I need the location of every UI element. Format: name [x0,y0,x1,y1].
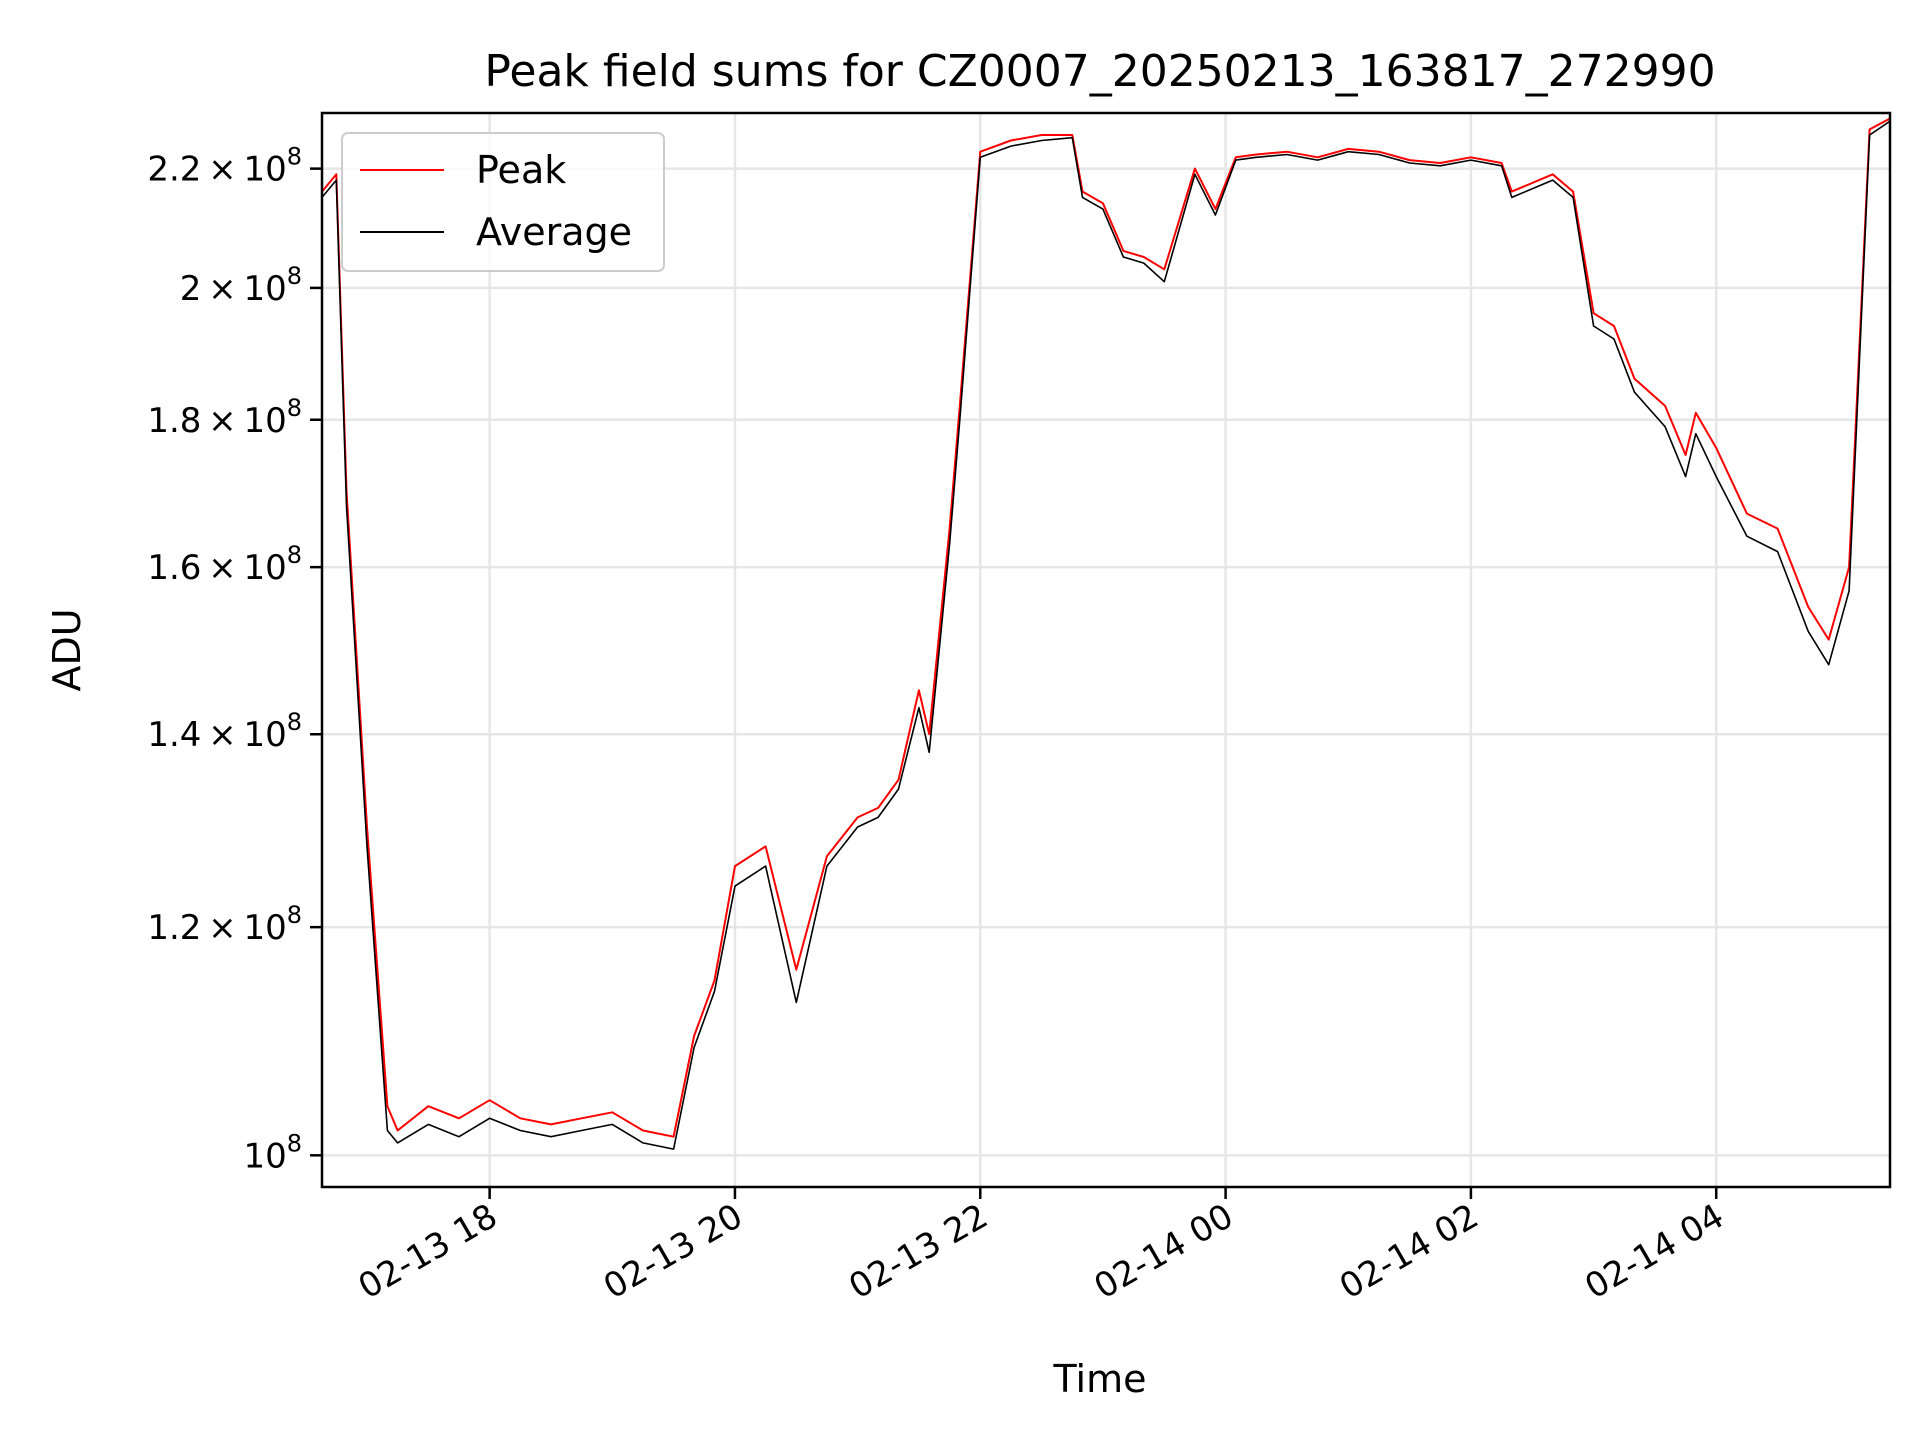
x-tick-label: 02-14 00 [1088,1196,1240,1307]
y-tick-label: 1.6 × 108 [147,541,302,588]
x-axis: 02-13 18 02-13 20 02-13 22 02-14 00 02-14 02… [352,1187,1731,1307]
x-tick-label: 02-13 20 [597,1196,749,1307]
legend-label-average: Average [476,210,632,254]
legend-label-peak: Peak [476,148,566,192]
x-tick-label: 02-13 18 [352,1196,504,1307]
y-axis-label: ADU [45,608,89,691]
y-tick-label: 1.2 × 108 [147,901,302,948]
legend: Peak Average [341,132,665,272]
y-tick-label: 2 × 108 [180,262,302,309]
y-tick-label: 1.8 × 108 [147,394,302,441]
y-tick-label: 2.2 × 108 [147,143,302,190]
series-line-average [321,120,1891,1150]
y-tick-label: 108 [243,1129,302,1176]
legend-box [341,132,665,272]
grid [322,113,1890,1187]
x-axis-label: Time [1053,1357,1147,1401]
plot-area [321,117,1891,1150]
y-axis: 108 1.2 × 108 1.4 × 108 1.6 × 108 1.8 × 108 2… [147,143,322,1176]
chart-title: Peak field sums for CZ0007_20250213_1638… [484,46,1715,97]
x-tick-label: 02-14 02 [1333,1196,1485,1307]
series-line-peak [321,117,1891,1138]
x-tick-label: 02-14 04 [1578,1196,1730,1307]
axes-frame [320,111,1892,1189]
y-tick-label: 1.4 × 108 [147,708,302,755]
x-tick-label: 02-13 22 [842,1196,994,1307]
